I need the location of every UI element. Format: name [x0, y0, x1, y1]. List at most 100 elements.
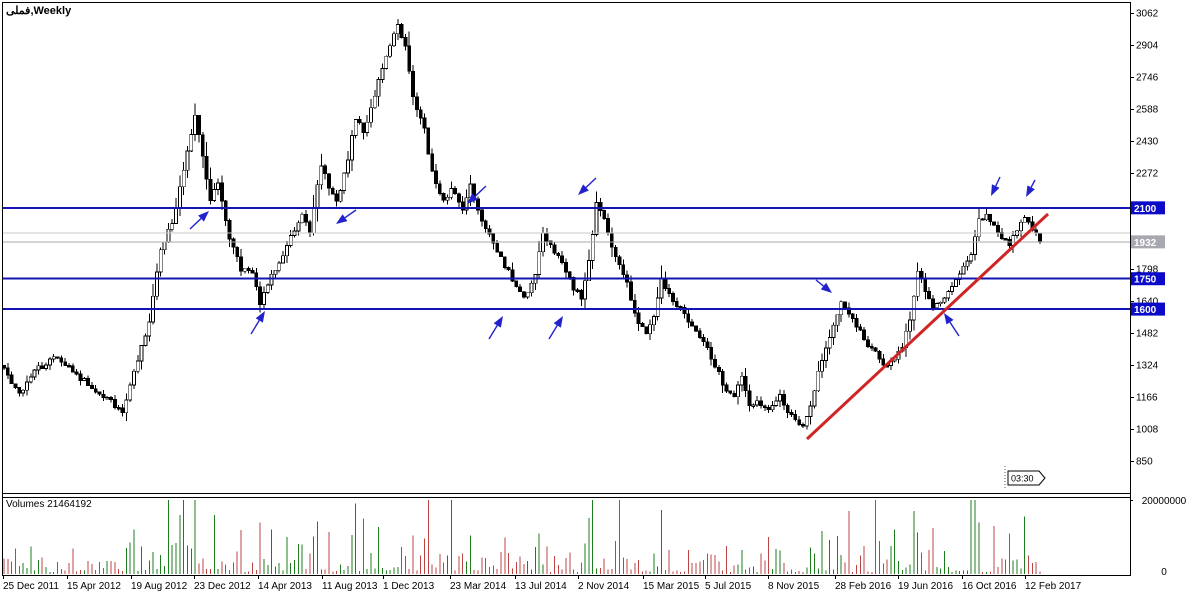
candle-body	[720, 371, 725, 386]
candle-body	[544, 232, 549, 242]
candle-body	[988, 213, 993, 223]
candle-body	[999, 231, 1004, 239]
candle-body	[701, 337, 706, 343]
trend-arrow-tail[interactable]	[995, 176, 1001, 187]
candle-body	[399, 24, 404, 38]
candle-body	[1007, 238, 1012, 246]
candle-body	[277, 262, 282, 271]
candle-body	[78, 373, 83, 381]
date-tick-label: 12 Feb 2017	[1025, 581, 1082, 592]
candle-body	[464, 197, 469, 211]
trend-arrow-icon[interactable]	[820, 282, 832, 293]
trend-arrow-tail[interactable]	[189, 218, 202, 230]
candle-body	[766, 407, 771, 411]
candle-body	[651, 315, 656, 326]
candle-body	[506, 267, 511, 271]
date-tick-label: 25 Dec 2011	[3, 581, 59, 592]
candle-body	[613, 246, 618, 258]
candle-body	[9, 374, 14, 385]
candle-body	[609, 232, 614, 248]
trend-arrow-icon[interactable]	[493, 316, 503, 328]
candle-body	[636, 312, 641, 325]
trend-arrow-tail[interactable]	[548, 325, 558, 340]
candle-body	[1026, 217, 1031, 223]
candle-body	[403, 37, 408, 47]
candle-body	[579, 290, 584, 300]
candle-body	[223, 200, 228, 221]
candle-body	[850, 313, 855, 319]
trend-arrow-icon[interactable]	[336, 214, 348, 224]
date-tick-label: 15 Mar 2015	[643, 581, 700, 592]
candle-body	[315, 184, 320, 209]
candle-body	[281, 255, 285, 264]
ascending-trendline[interactable]	[805, 212, 1050, 441]
candle-body	[258, 286, 263, 305]
candle-body	[441, 193, 446, 201]
candle-body	[537, 251, 542, 275]
candle-body	[166, 228, 171, 243]
candle-body	[789, 412, 794, 415]
candle-body	[67, 364, 71, 368]
candle-body	[996, 224, 1000, 233]
trend-arrow-icon[interactable]	[198, 211, 209, 222]
trend-arrow-icon[interactable]	[578, 184, 589, 195]
trend-arrow-tail[interactable]	[474, 185, 487, 197]
candle-body	[743, 375, 748, 392]
candle-body	[242, 267, 247, 272]
candle-body	[357, 119, 362, 124]
trend-arrow-icon[interactable]	[991, 184, 1000, 196]
candle-body	[476, 198, 480, 211]
candle-body	[770, 404, 775, 411]
candle-body	[973, 236, 977, 255]
trend-arrow-icon[interactable]	[553, 316, 563, 328]
candle-body	[877, 350, 882, 360]
date-tick-label: 19 Aug 2012	[131, 581, 188, 592]
trend-arrow-tail[interactable]	[344, 209, 357, 219]
trend-arrow-tail[interactable]	[949, 321, 960, 337]
candle-body	[961, 265, 966, 275]
candle-body	[678, 306, 683, 309]
trend-arrow-tail[interactable]	[488, 325, 498, 340]
candle-body	[349, 135, 354, 161]
candle-body	[235, 246, 240, 258]
trend-arrow-tail[interactable]	[815, 279, 824, 287]
trend-arrow-tail[interactable]	[1030, 179, 1036, 188]
candle-body	[132, 370, 136, 386]
candle-body	[751, 404, 756, 407]
candle-body	[969, 254, 974, 262]
candle-body	[311, 207, 316, 234]
candle-body	[372, 95, 377, 109]
chart-symbol-title: فملی,Weekly	[6, 5, 72, 17]
candle-body	[47, 358, 52, 366]
trend-arrow-tail[interactable]	[585, 177, 597, 188]
candle-body	[177, 186, 182, 208]
trend-arrow-icon[interactable]	[944, 313, 954, 325]
candle-body	[793, 414, 798, 421]
candle-body	[629, 281, 633, 301]
time-separator-flag[interactable]	[1007, 470, 1046, 486]
date-tick-label: 23 Dec 2012	[194, 581, 251, 592]
volume-axis-max-label: 20000000	[1142, 496, 1187, 507]
price-tick-label: 1640	[1136, 297, 1159, 308]
candle-body	[667, 288, 672, 294]
candle-body	[739, 375, 744, 386]
trend-arrow-icon[interactable]	[255, 311, 265, 323]
candle-body	[227, 220, 232, 240]
candle-body	[801, 424, 805, 427]
candle-body	[644, 326, 649, 335]
candle-body	[361, 122, 366, 133]
trend-arrow-icon[interactable]	[1026, 185, 1035, 197]
candle-body	[931, 298, 935, 309]
trend-arrow-icon[interactable]	[467, 193, 478, 204]
candle-body	[388, 45, 393, 57]
date-tick-label: 14 Apr 2013	[258, 581, 312, 592]
candle-body	[640, 323, 645, 328]
candle-body	[590, 234, 595, 261]
candle-body	[552, 244, 557, 254]
trend-arrow-tail[interactable]	[250, 320, 260, 335]
candle-body	[479, 209, 484, 222]
candle-body	[330, 187, 335, 195]
candle-body	[965, 260, 970, 267]
candle-body	[369, 107, 373, 123]
